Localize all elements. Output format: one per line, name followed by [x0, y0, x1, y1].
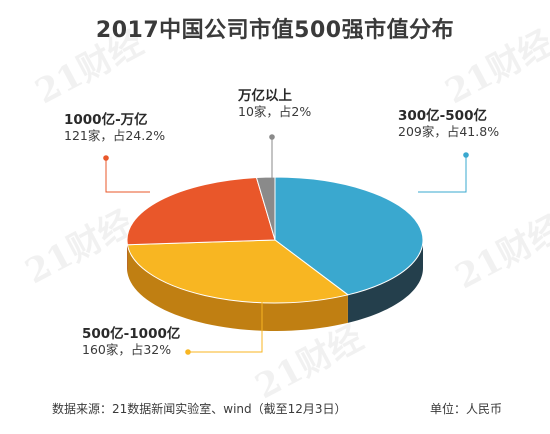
- leader-dot: [103, 155, 109, 161]
- pie-slice-side: [127, 244, 348, 331]
- leader-dot: [463, 152, 469, 158]
- chart-title: 2017中国公司市值500强市值分布: [95, 18, 455, 43]
- footer-source: 数据来源：21数据新闻实验室、wind（截至12月3日）: [52, 402, 347, 416]
- slice-label-value: 209家，占41.8%: [398, 124, 500, 139]
- pie-slice: [126, 176, 276, 246]
- leader-dot: [185, 349, 191, 355]
- slice-label-value: 160家，占32%: [82, 342, 172, 357]
- leader-line: [105, 158, 150, 193]
- slice-label-value: 121家，占24.2%: [64, 128, 166, 143]
- pie-slice-side: [347, 240, 423, 323]
- slice-label-name: 500亿-1000亿: [82, 326, 181, 342]
- slice-label-name: 万亿以上: [238, 88, 292, 104]
- pie-slice: [126, 239, 350, 304]
- slice-label-name: 1000亿-万亿: [64, 112, 148, 128]
- footer-unit: 单位：人民币: [430, 402, 503, 416]
- slice-label-name: 300亿-500亿: [398, 108, 487, 124]
- label-slice-1000-10000: 1000亿-万亿 121家，占24.2%: [64, 112, 165, 144]
- slice-label-value: 10家，占2%: [238, 104, 312, 119]
- label-slice-300-500: 300亿-500亿 209家，占41.8%: [398, 108, 499, 140]
- label-slice-10000-plus: 万亿以上 10家，占2%: [238, 88, 311, 120]
- pie-slice: [255, 176, 276, 241]
- leader-line: [188, 292, 263, 353]
- pie-slice: [274, 176, 424, 296]
- leader-dot: [269, 134, 275, 140]
- leader-line: [418, 155, 467, 193]
- label-slice-500-1000: 500亿-1000亿 160家，占32%: [82, 326, 180, 358]
